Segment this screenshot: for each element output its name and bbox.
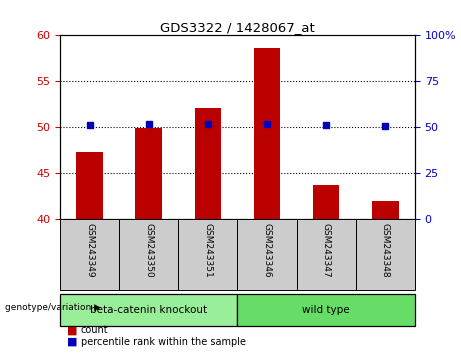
Bar <box>296 219 356 290</box>
Bar <box>237 294 415 326</box>
Bar <box>76 152 103 219</box>
Text: GSM243349: GSM243349 <box>85 223 94 278</box>
Text: ■: ■ <box>67 337 77 347</box>
Text: wild type: wild type <box>302 305 350 315</box>
Text: GSM243346: GSM243346 <box>262 223 272 278</box>
Bar <box>254 48 280 219</box>
Bar <box>119 219 178 290</box>
Bar <box>313 185 339 219</box>
Bar <box>356 219 415 290</box>
Title: GDS3322 / 1428067_at: GDS3322 / 1428067_at <box>160 21 315 34</box>
Bar <box>136 129 162 219</box>
Text: count: count <box>81 325 108 335</box>
Bar <box>178 219 237 290</box>
Text: GSM243350: GSM243350 <box>144 223 153 278</box>
Text: GSM243351: GSM243351 <box>203 223 213 278</box>
Bar <box>60 219 119 290</box>
Text: GSM243348: GSM243348 <box>381 223 390 278</box>
Text: GSM243347: GSM243347 <box>322 223 331 278</box>
Text: genotype/variation ▶: genotype/variation ▶ <box>5 303 100 313</box>
Text: beta-catenin knockout: beta-catenin knockout <box>90 305 207 315</box>
Bar <box>60 294 237 326</box>
Text: percentile rank within the sample: percentile rank within the sample <box>81 337 246 347</box>
Bar <box>237 219 296 290</box>
Bar <box>195 108 221 219</box>
Bar <box>372 201 399 219</box>
Text: ■: ■ <box>67 325 77 335</box>
